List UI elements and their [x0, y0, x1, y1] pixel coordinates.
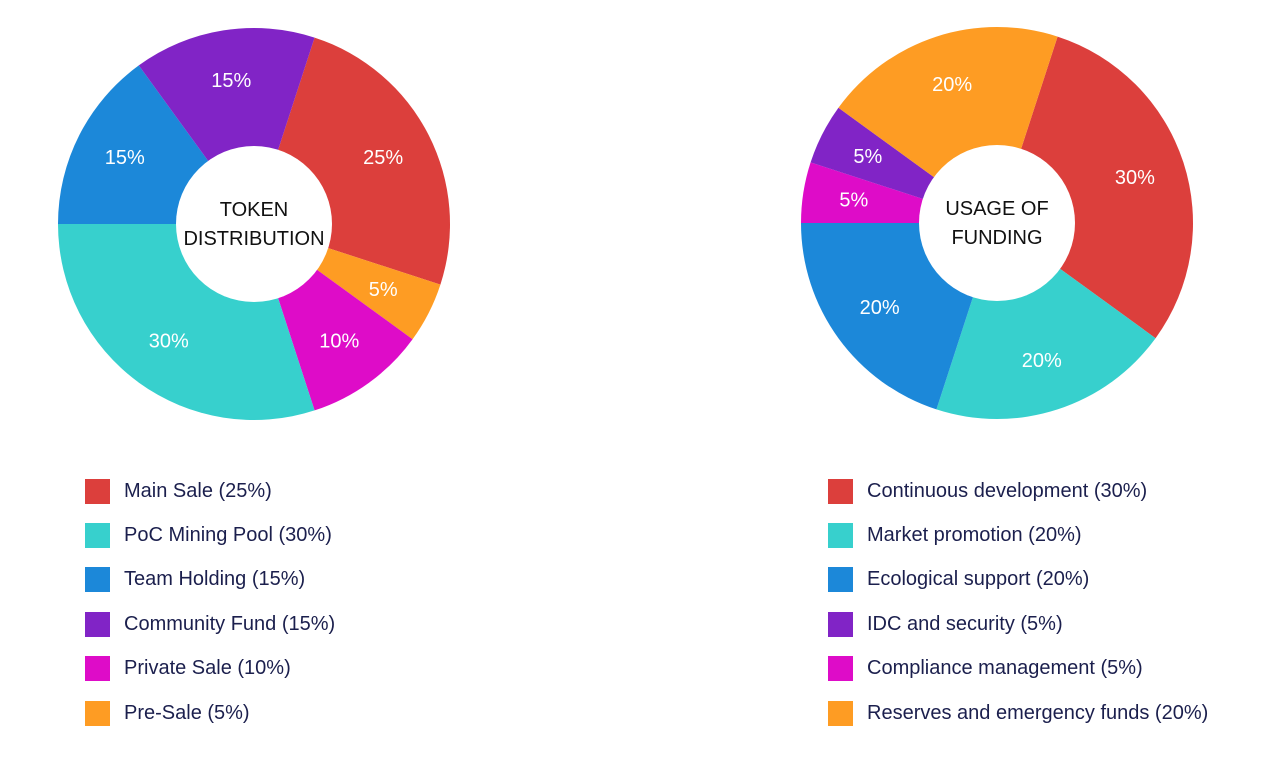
legend-swatch: [85, 523, 110, 549]
funding-center-title-line-1: USAGE OF: [945, 198, 1048, 220]
funding-legend-item-reserves-and-emergency-funds: Reserves and emergency funds (20%): [828, 691, 1208, 735]
token-center-title-line-2: DISTRIBUTION: [183, 228, 324, 250]
funding-legend-item-market-promotion: Market promotion (20%): [828, 513, 1208, 557]
legend-swatch: [828, 656, 853, 682]
funding-slice-label-idc-and-security: 5%: [853, 146, 882, 168]
token-donut: 25% 5% 10% 30% 15% 15% TOKEN DISTRIBUTION: [58, 28, 450, 420]
legend-swatch: [828, 523, 853, 549]
funding-slice-label-compliance-management: 5%: [839, 189, 868, 211]
token-legend-item-poc-mining-pool: PoC Mining Pool (30%): [85, 513, 335, 557]
legend-label: Community Fund (15%): [124, 612, 336, 635]
token-slice-label-main-sale: 25%: [363, 147, 403, 169]
funding-slice-label-market-promotion: 20%: [1022, 350, 1062, 372]
token-legend-item-pre-sale: Pre-Sale (5%): [85, 691, 335, 735]
legend-swatch: [828, 611, 853, 637]
funding-slice-continuous-development: [997, 36, 1193, 339]
funding-slice-label-reserves-and-emergency-funds: 20%: [932, 74, 972, 96]
legend-label: PoC Mining Pool (30%): [124, 524, 332, 547]
funding-legend-item-compliance-management: Compliance management (5%): [828, 647, 1208, 691]
legend-swatch: [85, 700, 110, 726]
funding-legend-item-idc-and-security: IDC and security (5%): [828, 602, 1208, 646]
legend-label: Main Sale (25%): [124, 479, 272, 502]
token-legend-item-community-fund: Community Fund (15%): [85, 602, 335, 646]
legend-swatch: [828, 478, 853, 504]
legend-label: Private Sale (10%): [124, 657, 291, 680]
legend-label: Pre-Sale (5%): [124, 701, 250, 724]
token-slice-label-community-fund: 15%: [211, 70, 251, 92]
usage-of-funding-legend: Continuous development (30%) Market promo…: [828, 469, 1208, 735]
donut-charts: 25% 5% 10% 30% 15% 15% TOKEN DISTRIBUTION 30% 20%…: [58, 26, 1193, 420]
token-legend-item-team-holding: Team Holding (15%): [85, 558, 335, 602]
funding-slice-label-continuous-development: 30%: [1115, 167, 1155, 189]
legend-label: IDC and security (5%): [867, 612, 1063, 635]
token-slice-label-private-sale: 10%: [319, 330, 359, 352]
token-legend-item-main-sale: Main Sale (25%): [85, 469, 335, 513]
funding-legend-item-ecological-support: Ecological support (20%): [828, 558, 1208, 602]
funding-donut: 30% 20% 20% 5% 5% 20% USAGE OF FUNDING: [801, 26, 1193, 420]
legend-swatch: [85, 611, 110, 637]
legend-swatch: [85, 656, 110, 682]
funding-center-title-line-2: FUNDING: [951, 227, 1042, 249]
legend-label: Continuous development (30%): [867, 479, 1148, 502]
legend-swatch: [85, 478, 110, 504]
legend-swatch: [85, 567, 110, 593]
funding-legend-item-continuous-development: Continuous development (30%): [828, 469, 1208, 513]
funding-donut-hole: [919, 145, 1075, 301]
funding-slice-label-ecological-support: 20%: [860, 297, 900, 319]
legend-swatch: [828, 567, 853, 593]
token-slice-label-pre-sale: 5%: [369, 279, 398, 301]
legend-label: Reserves and emergency funds (20%): [867, 701, 1209, 724]
token-slice-label-poc-mining-pool: 30%: [149, 330, 189, 352]
token-donut-hole: [176, 146, 332, 302]
legend-swatch: [828, 700, 853, 726]
token-slice-community-fund: [138, 28, 315, 225]
legend-label: Team Holding (15%): [124, 568, 306, 591]
legend-label: Market promotion (20%): [867, 524, 1082, 547]
legend-label: Ecological support (20%): [867, 568, 1090, 591]
token-legend-item-private-sale: Private Sale (10%): [85, 647, 335, 691]
legend-label: Compliance management (5%): [867, 657, 1143, 680]
token-slice-label-team-holding: 15%: [105, 147, 145, 169]
token-center-title-line-1: TOKEN: [220, 199, 289, 221]
token-distribution-legend: Main Sale (25%) PoC Mining Pool (30%) Team…: [85, 469, 335, 735]
